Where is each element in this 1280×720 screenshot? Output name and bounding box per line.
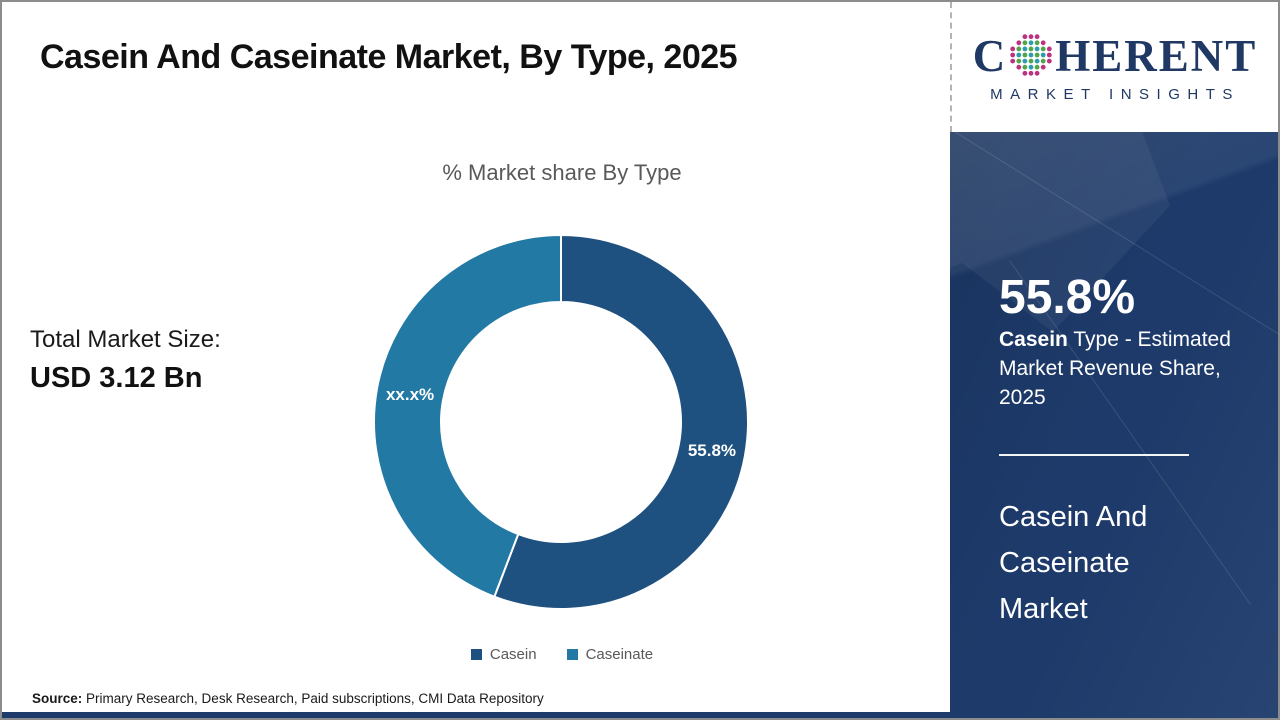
globe-dot bbox=[1034, 46, 1040, 51]
total-market-size: Total Market Size: USD 3.12 Bn bbox=[30, 326, 221, 395]
legend-swatch-casein bbox=[470, 649, 482, 660]
source-text: Primary Research, Desk Research, Paid su… bbox=[86, 691, 544, 706]
globe-dot bbox=[1016, 46, 1022, 51]
legend-swatch-caseinate bbox=[566, 649, 578, 660]
globe-dot bbox=[1022, 52, 1028, 57]
globe-dot bbox=[1028, 46, 1034, 51]
donut-slice-caseinate bbox=[372, 233, 562, 599]
slice-label-casein: 55.8% bbox=[688, 441, 736, 460]
stat-description-rest: Type - Estimated Market Revenue Share, 2… bbox=[999, 328, 1231, 409]
globe-dots-icon bbox=[1010, 33, 1052, 76]
globe-dot bbox=[1010, 46, 1016, 51]
brand-logo: C HERENT MARKET INSIGHTS bbox=[950, 2, 1278, 132]
globe-dot bbox=[1016, 64, 1022, 70]
total-market-size-label: Total Market Size: bbox=[30, 326, 221, 353]
globe-dot bbox=[1028, 58, 1034, 63]
donut-chart: 55.8% xx.x% bbox=[372, 233, 749, 610]
brand-subtitle: MARKET INSIGHTS bbox=[990, 85, 1240, 103]
globe-dot bbox=[1034, 52, 1040, 57]
globe-dot bbox=[1016, 52, 1022, 57]
brand-letters-rest: HERENT bbox=[1055, 31, 1258, 81]
globe-dot bbox=[1016, 58, 1022, 63]
brand-wordmark: C HERENT bbox=[973, 32, 1258, 82]
slice-label-caseinate: xx.x% bbox=[386, 385, 434, 404]
sidebar-panel: 55.8% Casein Type - Estimated Market Rev… bbox=[950, 132, 1278, 718]
globe-dot bbox=[1034, 64, 1040, 70]
globe-dot bbox=[1022, 58, 1028, 63]
chart-legend: Casein Caseinate bbox=[187, 646, 937, 663]
donut-slice-casein bbox=[493, 233, 749, 610]
globe-dot bbox=[1047, 52, 1052, 57]
globe-dot bbox=[1022, 46, 1028, 51]
globe-dot bbox=[1028, 33, 1034, 39]
globe-dot bbox=[1034, 58, 1040, 63]
globe-dot bbox=[1016, 39, 1022, 45]
legend-label-casein: Casein bbox=[489, 646, 537, 663]
globe-dot bbox=[1041, 64, 1046, 70]
bottom-accent-bar bbox=[2, 712, 950, 718]
globe-dot bbox=[1034, 70, 1040, 76]
page-title: Casein And Caseinate Market, By Type, 20… bbox=[40, 38, 738, 76]
chart-title: % Market share By Type bbox=[442, 160, 682, 185]
globe-dot bbox=[1034, 39, 1040, 45]
stat-description-bold: Casein bbox=[999, 328, 1068, 351]
globe-dot bbox=[1028, 52, 1034, 57]
globe-dot bbox=[1047, 46, 1052, 51]
globe-dot bbox=[1022, 70, 1028, 76]
total-market-size-value: USD 3.12 Bn bbox=[30, 362, 203, 394]
globe-dot bbox=[1041, 52, 1046, 57]
globe-dot bbox=[1022, 64, 1028, 70]
legend-item-casein: Casein bbox=[470, 646, 537, 663]
globe-dot bbox=[1047, 58, 1052, 63]
globe-dot bbox=[1010, 58, 1016, 63]
globe-dot bbox=[1010, 52, 1016, 57]
source-note: Source: Primary Research, Desk Research,… bbox=[32, 691, 544, 706]
main-content: Casein And Caseinate Market, By Type, 20… bbox=[2, 2, 950, 718]
globe-dot bbox=[1028, 70, 1034, 76]
source-label: Source: bbox=[32, 691, 83, 706]
globe-dot bbox=[1022, 33, 1028, 39]
globe-dot bbox=[1041, 39, 1046, 45]
legend-item-caseinate: Caseinate bbox=[566, 646, 654, 663]
brand-letter-c: C bbox=[972, 31, 1008, 81]
globe-dot bbox=[1041, 58, 1046, 63]
sidebar-divider bbox=[999, 454, 1189, 456]
legend-label-caseinate: Caseinate bbox=[585, 646, 654, 663]
globe-dot bbox=[1022, 39, 1028, 45]
stat-value: 55.8% bbox=[999, 271, 1136, 324]
globe-dot bbox=[1028, 39, 1034, 45]
sidebar: C HERENT MARKET INSIGHTS 55.8% Casein Ty… bbox=[950, 2, 1278, 718]
stat-description: Casein Type - Estimated Market Revenue S… bbox=[999, 325, 1244, 412]
market-name: Casein And Caseinate Market bbox=[999, 501, 1148, 625]
globe-dot bbox=[1041, 46, 1046, 51]
globe-dot bbox=[1028, 64, 1034, 70]
globe-dot bbox=[1034, 33, 1040, 39]
